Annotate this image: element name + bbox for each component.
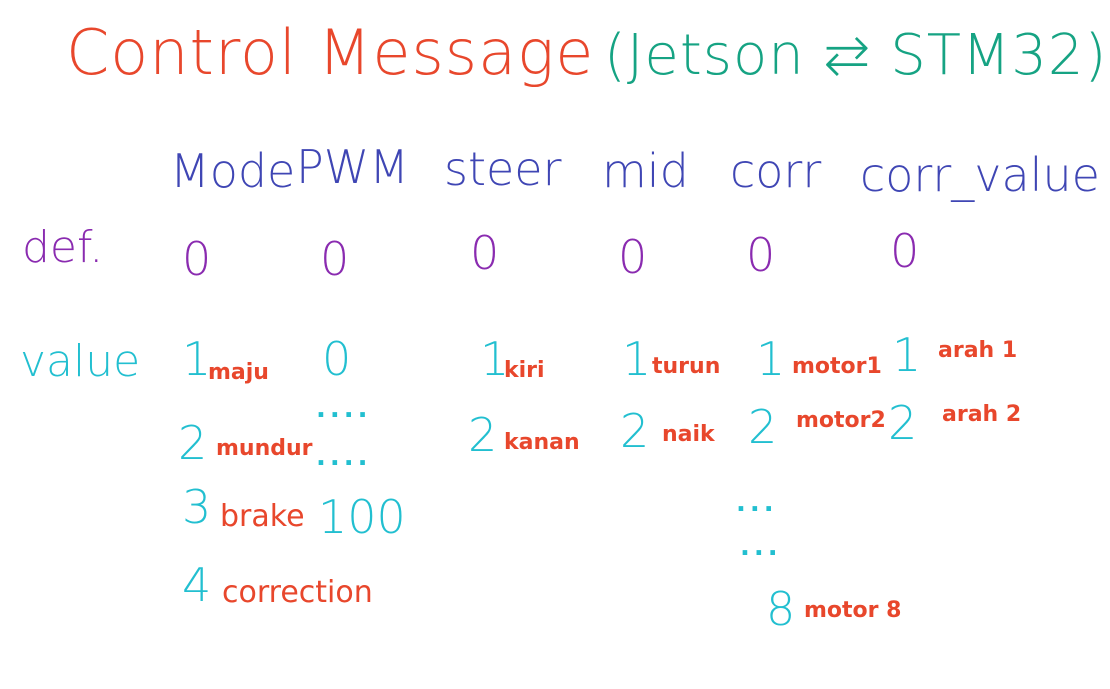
corr-value-value-desc: arah 2 — [942, 402, 1022, 427]
mode-value-num: 2 — [178, 416, 208, 470]
mid-value-num: 2 — [620, 404, 650, 458]
diagram-subtitle: (Jetson ⇄ STM32) — [604, 23, 1108, 88]
row-label-value: value — [20, 336, 141, 387]
default-pwm: 0 — [320, 232, 350, 286]
pwm-value-max: 100 — [318, 490, 406, 544]
header-pwm: PWM — [296, 140, 409, 194]
mid-value-num: 1 — [622, 332, 652, 386]
pwm-ellipsis: .... — [316, 442, 372, 472]
pwm-value-min: 0 — [322, 332, 352, 386]
steer-value-num: 1 — [480, 332, 510, 386]
default-mid: 0 — [618, 230, 648, 284]
default-corr-value: 0 — [890, 224, 920, 278]
mode-value-num: 4 — [182, 558, 212, 612]
pwm-ellipsis: .... — [316, 394, 372, 424]
corr-value-value-num: 2 — [888, 396, 918, 450]
default-mode: 0 — [182, 232, 212, 286]
steer-value-num: 2 — [468, 408, 498, 462]
diagram-title: Control Message — [66, 16, 595, 89]
corr-value-value-num: 1 — [892, 328, 922, 382]
header-corr: corr — [730, 144, 822, 198]
header-mode: Mode — [170, 144, 296, 198]
steer-value-desc: kiri — [504, 358, 545, 383]
corr-value-desc: motor2 — [796, 408, 886, 433]
corr-ellipsis: ... — [740, 532, 782, 562]
header-mid: mid — [602, 144, 689, 198]
corr-value-desc: motor 8 — [804, 598, 902, 623]
corr-value-num: 1 — [756, 332, 786, 386]
steer-value-desc: kanan — [504, 430, 580, 455]
mode-value-desc: maju — [208, 360, 269, 385]
mid-value-desc: turun — [652, 354, 721, 379]
header-corr-value: corr_value — [860, 148, 1100, 202]
mode-value-num: 1 — [182, 332, 212, 386]
mode-value-desc: brake — [220, 499, 305, 534]
default-steer: 0 — [470, 226, 500, 280]
mode-value-desc: mundur — [216, 436, 313, 461]
corr-value-num: 8 — [766, 582, 796, 636]
corr-value-num: 2 — [748, 400, 778, 454]
default-corr: 0 — [746, 228, 776, 282]
mode-value-num: 3 — [182, 480, 212, 534]
corr-value-desc: motor1 — [792, 354, 882, 379]
mid-value-desc: naik — [662, 422, 715, 447]
row-label-default: def. — [22, 222, 104, 273]
corr-ellipsis: ... — [736, 488, 778, 518]
header-steer: steer — [444, 142, 562, 196]
corr-value-value-desc: arah 1 — [938, 338, 1018, 363]
mode-value-desc: correction — [222, 575, 373, 610]
